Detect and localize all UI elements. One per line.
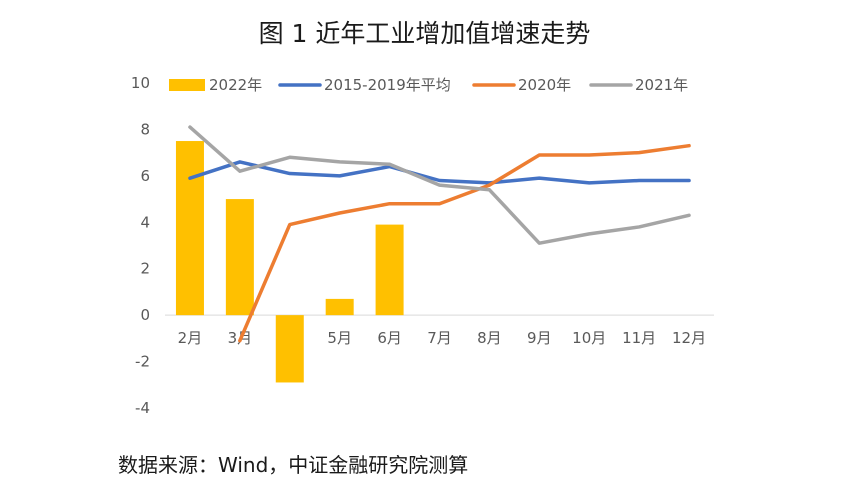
bar-2月	[175, 141, 204, 316]
legend: 2022年 2015-2019年平均 2020年 2021年	[169, 76, 688, 94]
x-tick-label: 11月	[622, 329, 656, 347]
source-note: 数据来源：Wind，中证金融研究院测算	[118, 453, 469, 477]
y-tick-label: 6	[140, 167, 150, 185]
bar-series-2022	[175, 141, 404, 383]
x-tick-label: 5月	[327, 329, 352, 347]
bar-3月	[225, 199, 254, 316]
x-axis: 2月3月4月5月6月7月8月9月10月11月12月	[165, 314, 714, 347]
bar-4月	[275, 315, 304, 383]
x-tick-label: 2月	[178, 329, 203, 347]
legend-label: 2021年	[635, 76, 688, 94]
x-tick-label: 10月	[572, 329, 606, 347]
x-tick-label: 8月	[477, 329, 502, 347]
legend-label: 2015-2019年平均	[324, 76, 451, 94]
y-tick-label: -4	[135, 399, 150, 417]
y-tick-label: 2	[140, 260, 150, 278]
legend-swatch	[169, 79, 205, 91]
line-2015-2019年平均	[188, 160, 691, 185]
y-tick-label: 4	[140, 213, 150, 231]
y-tick-label: 8	[140, 120, 150, 138]
x-tick-label: 7月	[427, 329, 452, 347]
x-tick-label: 9月	[527, 329, 552, 347]
x-tick-label: 12月	[672, 329, 706, 347]
y-tick-label: 0	[140, 306, 150, 324]
bar-5月	[325, 298, 354, 316]
y-tick-label: 10	[131, 74, 150, 92]
x-tick-label: 6月	[377, 329, 402, 347]
y-axis: -4 -2 0 2 4 6 8 10	[131, 74, 150, 417]
legend-label: 2022年	[209, 76, 262, 94]
legend-label: 2020年	[518, 76, 571, 94]
bar-6月	[375, 224, 404, 316]
line-2021年	[188, 125, 691, 245]
line-series	[188, 125, 691, 343]
chart-title: 图 1 近年工业增加值增速走势	[258, 19, 591, 48]
y-tick-label: -2	[135, 353, 150, 371]
line-2020年	[238, 143, 691, 343]
